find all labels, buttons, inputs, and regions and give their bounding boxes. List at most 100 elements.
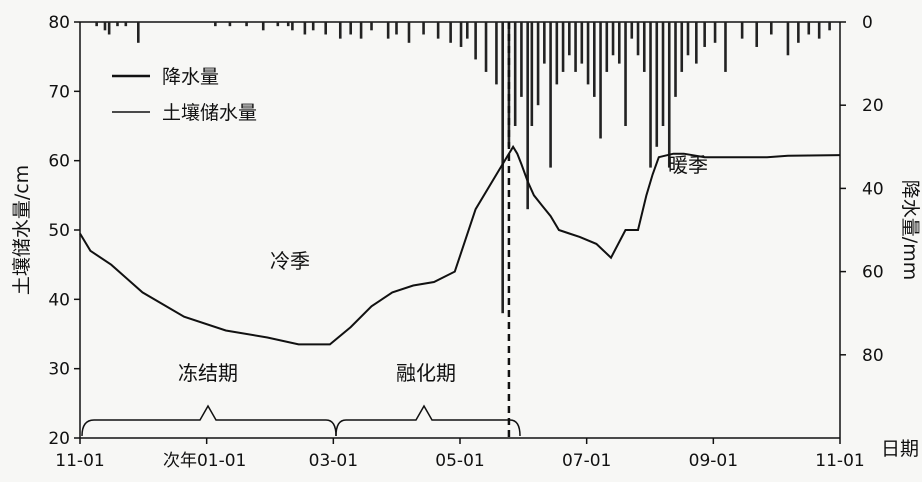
precip-bar: [422, 22, 425, 35]
precip-bar: [555, 22, 559, 85]
precip-bar: [484, 22, 488, 72]
precip-bar: [245, 22, 248, 27]
precip-bar: [661, 22, 665, 126]
precip-bar: [755, 22, 759, 47]
precip-bar: [303, 22, 307, 35]
left-tick-label: 50: [48, 221, 70, 241]
left-tick-label: 30: [48, 360, 70, 380]
precip-bar: [261, 22, 265, 31]
right-axis-ticks: 0 20 40 60 80: [840, 13, 884, 366]
right-axis-title: 降水量/mm: [899, 180, 921, 280]
x-tick-label: 07-01: [562, 451, 611, 471]
precip-bar: [769, 22, 773, 35]
right-tick-label: 40: [862, 179, 884, 199]
thaw-period-label: 融化期: [396, 361, 456, 385]
legend-precip-label: 降水量: [162, 66, 219, 88]
precip-bar: [617, 22, 621, 64]
x-axis-title: 日期: [881, 438, 919, 460]
precip-bar: [649, 22, 652, 168]
freeze-period-brace: [81, 404, 337, 437]
precip-bar: [686, 22, 690, 56]
precip-bar: [543, 22, 546, 64]
precip-bar: [338, 22, 342, 39]
precip-bar: [449, 22, 452, 43]
precip-bar: [501, 22, 504, 314]
precip-bar: [526, 22, 529, 210]
precip-bar: [291, 22, 294, 31]
precip-bar: [828, 22, 831, 31]
precip-bar: [655, 22, 659, 147]
left-tick-label: 40: [48, 290, 70, 310]
precip-bar: [724, 22, 727, 72]
left-axis-ticks: 20 30 40 50 60 70 80: [48, 13, 80, 449]
precip-bar: [630, 22, 634, 39]
precip-bar: [786, 22, 790, 56]
precip-bar: [474, 22, 477, 60]
precip-bar: [137, 22, 140, 43]
left-tick-label: 60: [48, 152, 70, 172]
precip-bar: [624, 22, 627, 126]
soil-storage-line: [79, 144, 841, 346]
precip-bar: [674, 22, 677, 97]
precip-bar: [228, 22, 232, 27]
precip-bar: [549, 22, 552, 168]
precip-bar: [605, 22, 609, 72]
precip-bar: [680, 22, 684, 72]
legend: 降水量 土壤储水量: [112, 66, 257, 124]
warm-season-label: 暖季: [668, 153, 708, 177]
precip-bar: [459, 22, 463, 47]
thaw-period-brace: [335, 404, 521, 437]
precip-bar: [807, 22, 811, 35]
precip-bar: [593, 22, 596, 97]
precip-bar: [667, 22, 671, 168]
freeze-period-label: 冻结期: [178, 361, 238, 385]
precip-bar: [713, 22, 717, 43]
precip-bar: [520, 22, 523, 97]
precip-bar: [599, 22, 602, 139]
cold-season-label: 冷季: [270, 249, 310, 273]
precip-bar: [103, 22, 107, 31]
right-tick-label: 80: [862, 346, 884, 366]
x-tick-label: 05-01: [435, 451, 484, 471]
precip-bar: [513, 22, 517, 126]
precip-bar: [359, 22, 363, 39]
precip-bar: [568, 22, 571, 56]
precip-bar: [740, 22, 744, 39]
right-tick-label: 0: [862, 13, 873, 33]
precip-bar: [580, 22, 584, 64]
x-tick-label: 09-01: [689, 451, 738, 471]
precip-bar: [695, 22, 698, 64]
left-tick-label: 80: [48, 13, 70, 33]
precip-bar: [817, 22, 821, 39]
x-tick-label: 03-01: [309, 451, 358, 471]
precip-bar: [214, 22, 217, 27]
precip-bar: [107, 22, 111, 35]
precip-bar: [386, 22, 390, 39]
precip-bar: [395, 22, 398, 35]
left-axis-title: 土壤储水量/cm: [11, 165, 33, 295]
precip-bar: [574, 22, 577, 72]
precip-bar: [286, 22, 290, 27]
right-tick-label: 20: [862, 96, 884, 116]
x-tick-label: 次年01-01: [163, 451, 246, 471]
precip-bar: [561, 22, 565, 72]
x-tick-label: 11-01: [55, 451, 104, 471]
precip-bar: [636, 22, 640, 56]
right-tick-label: 60: [862, 263, 884, 283]
precip-bar: [530, 22, 534, 126]
precip-bar: [407, 22, 411, 43]
precip-bar: [536, 22, 540, 106]
precip-bar: [124, 22, 128, 27]
precip-bar: [495, 22, 498, 85]
x-axis-ticks: 11-01 次年01-01 03-01 05-01 07-01 09-01 11-01: [55, 438, 865, 471]
left-tick-label: 70: [48, 82, 70, 102]
precip-bar: [586, 22, 590, 85]
precip-bar: [611, 22, 615, 56]
precip-bar: [95, 22, 98, 27]
precip-bar: [642, 22, 646, 72]
precip-bar: [276, 22, 280, 27]
precip-bar: [703, 22, 706, 47]
precip-bar: [370, 22, 373, 31]
precip-bar: [116, 22, 119, 27]
